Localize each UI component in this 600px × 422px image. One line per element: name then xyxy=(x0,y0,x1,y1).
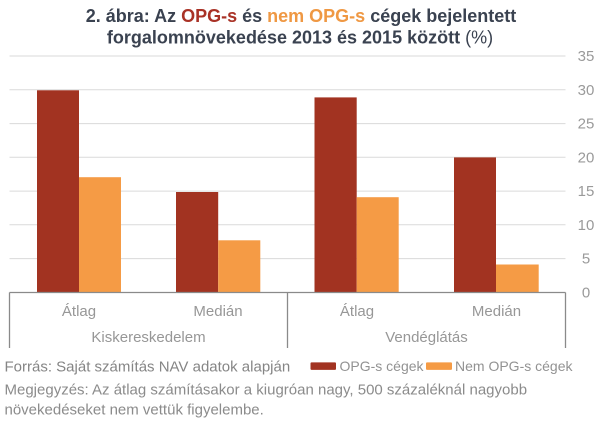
svg-text:Kiskereskedelem: Kiskereskedelem xyxy=(91,329,205,346)
svg-text:0: 0 xyxy=(582,284,590,301)
svg-text:Átlag: Átlag xyxy=(340,303,374,320)
svg-text:Forrás: Saját számítás NAV ada: Forrás: Saját számítás NAV adatok alapjá… xyxy=(5,359,291,376)
svg-text:Medián: Medián xyxy=(472,303,521,320)
svg-text:30: 30 xyxy=(578,82,595,99)
svg-text:Medián: Medián xyxy=(193,303,242,320)
svg-text:2. ábra: Az OPG-s és nem OPG-s: 2. ábra: Az OPG-s és nem OPG-s cégek bej… xyxy=(86,6,517,26)
svg-text:25: 25 xyxy=(578,116,595,133)
svg-text:15: 15 xyxy=(578,183,595,200)
svg-text:Megjegyzés: Az átlag számítása: Megjegyzés: Az átlag számításakor a kiug… xyxy=(5,382,528,399)
svg-text:növekedéseket nem vettük figye: növekedéseket nem vettük figyelembe. xyxy=(5,402,264,419)
svg-text:Nem OPG-s cégek: Nem OPG-s cégek xyxy=(455,358,573,374)
svg-text:forgalomnövekedése 2013 és 201: forgalomnövekedése 2013 és 2015 között (… xyxy=(107,28,493,48)
svg-text:OPG-s cégek: OPG-s cégek xyxy=(340,358,425,374)
svg-text:35: 35 xyxy=(578,48,595,65)
svg-text:20: 20 xyxy=(578,149,595,166)
svg-text:Átlag: Átlag xyxy=(62,303,96,320)
svg-text:5: 5 xyxy=(582,251,590,268)
svg-text:Vendéglátás: Vendéglátás xyxy=(385,329,468,346)
svg-text:10: 10 xyxy=(578,217,595,234)
